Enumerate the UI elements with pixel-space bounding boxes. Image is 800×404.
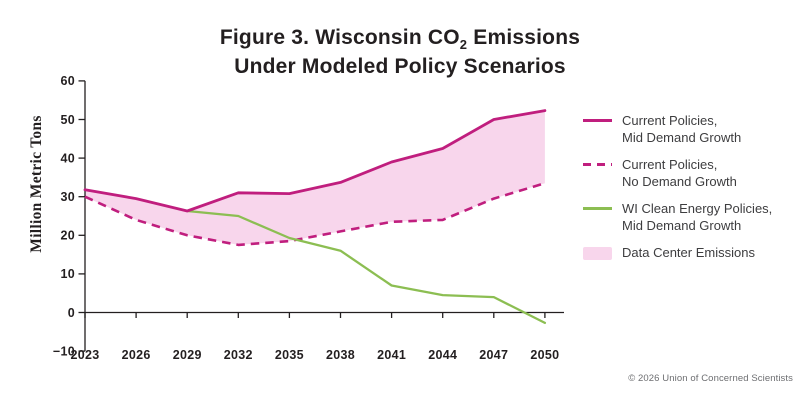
copyright-credit: © 2026 Union of Concerned Scientists — [628, 373, 793, 384]
x-tick-label: 2032 — [224, 348, 253, 362]
y-tick-label: 50 — [60, 113, 75, 127]
chart-title: Figure 3. Wisconsin CO2 Emissions Under … — [0, 24, 800, 80]
y-tick-label: 30 — [60, 190, 75, 204]
dashed-magenta-line-icon — [583, 163, 612, 166]
current-policies-mid-demand-growth-line — [83, 109, 547, 213]
legend-label: WI Clean Energy Policies, Mid Demand Grow… — [622, 201, 773, 233]
current-policies-no-demand-growth-line — [84, 181, 546, 247]
chart-legend: Current Policies, Mid Demand Growth Curre… — [583, 113, 798, 273]
y-tick-label: 10 — [60, 267, 75, 281]
x-tick-label: 2023 — [70, 348, 99, 362]
legend-label: Current Policies, Mid Demand Growth — [622, 113, 742, 145]
x-tick-label: 2044 — [428, 348, 457, 362]
legend-item-current-mid: Current Policies, Mid Demand Growth — [583, 113, 798, 146]
y-tick-label: 0 — [68, 306, 75, 320]
y-tick-label: 40 — [60, 151, 75, 165]
y-tick-label: −10 — [53, 344, 75, 358]
x-tick-label: 2038 — [326, 348, 355, 362]
co2-subscript: 2 — [459, 37, 468, 52]
legend-label: Current Policies, No Demand Growth — [622, 157, 737, 189]
solid-magenta-line-icon — [583, 119, 612, 122]
chart-title-line2: Under Modeled Policy Scenarios — [234, 55, 566, 78]
legend-item-current-nogrowth: Current Policies, No Demand Growth — [583, 157, 798, 190]
x-tick-label: 2035 — [275, 348, 304, 362]
solid-green-line-icon — [583, 207, 612, 210]
x-tick-label: 2050 — [530, 348, 559, 362]
y-tick-label: 20 — [60, 229, 75, 243]
x-tick-label: 2029 — [173, 348, 202, 362]
y-tick-label: 60 — [60, 74, 75, 88]
wi-clean-energy-policies-line — [186, 209, 547, 325]
legend-label: Data Center Emissions — [622, 245, 755, 260]
x-tick-label: 2041 — [377, 348, 406, 362]
legend-item-data-center: Data Center Emissions — [583, 245, 798, 262]
y-axis-title: Million Metric Tons — [28, 115, 45, 253]
chart-title-line1: Figure 3. Wisconsin CO2 Emissions — [219, 26, 581, 52]
pink-area-swatch-icon — [583, 247, 612, 260]
x-tick-label: 2047 — [479, 348, 508, 362]
x-tick-label: 2026 — [122, 348, 151, 362]
legend-item-clean-energy: WI Clean Energy Policies, Mid Demand Grow… — [583, 201, 798, 234]
